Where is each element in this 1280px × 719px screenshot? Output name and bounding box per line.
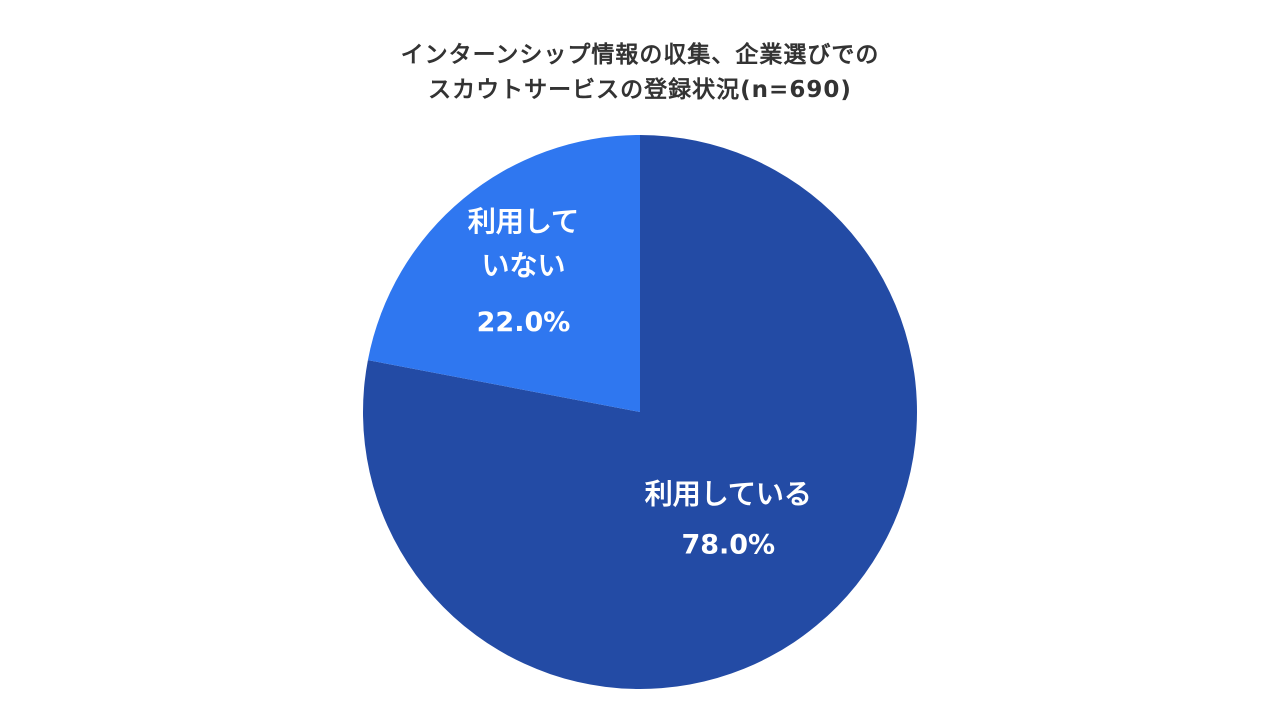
slice-value-0: 78.0% — [681, 530, 775, 561]
chart-title-line-1: インターンシップ情報の収集、企業選びでの — [400, 42, 880, 68]
slice-value-1: 22.0% — [477, 307, 571, 338]
chart-title: インターンシップ情報の収集、企業選びでの スカウトサービスの登録状況(n=690… — [0, 38, 1280, 108]
slice-label-1-line-1: いない — [481, 249, 565, 282]
slice-label-1-line-0: 利用して — [468, 205, 579, 238]
pie-slices — [362, 135, 917, 689]
slice-label-0-line-0: 利用している — [645, 478, 812, 511]
chart-title-line-2: スカウトサービスの登録状況(n=690) — [428, 77, 852, 103]
pie-slice-1 — [367, 135, 640, 412]
